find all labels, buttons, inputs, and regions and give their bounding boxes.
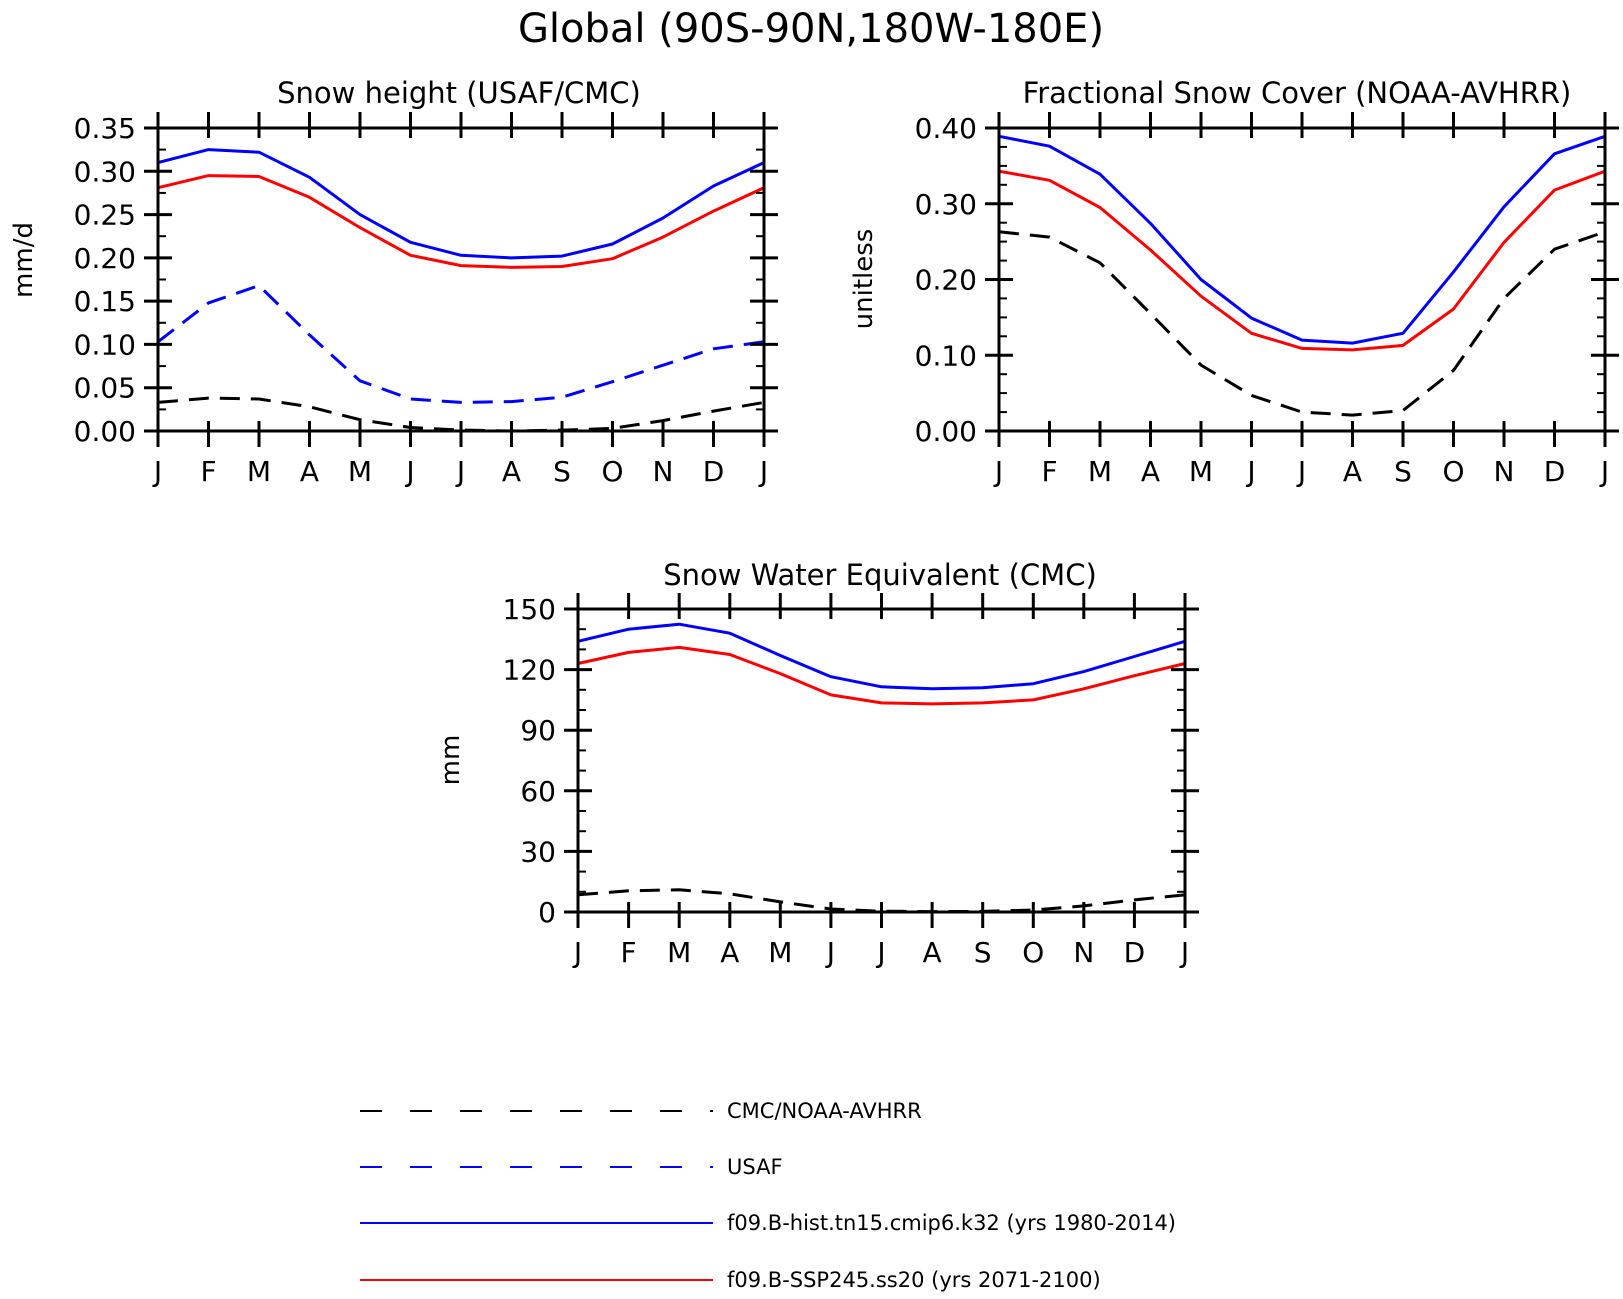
plot-area: 0.000.050.100.150.200.250.300.35J F M A M J J A…	[74, 112, 778, 488]
series-line-obs	[998, 230, 1606, 417]
x-tick-label: O	[1022, 936, 1044, 969]
panel-snow-water-equivalent: Snow Water Equivalent (CMC) mm 0 30 60 90 12…	[436, 558, 1199, 969]
panel-snow-height: Snow height (USAF/CMC) mm/d 0.00 0.05 0.10…	[9, 76, 778, 488]
panel-title: Snow height (USAF/CMC)	[277, 76, 641, 110]
plot-frame	[997, 126, 1607, 433]
x-tick-label: J	[1599, 455, 1609, 488]
x-tick-label: F	[200, 455, 216, 488]
x-tick-label: A	[1343, 455, 1362, 488]
panel-fractional-snow-cover: Fractional Snow Cover (NOAA-AVHRR) unitl…	[849, 76, 1619, 488]
x-tick-label: D	[703, 455, 725, 488]
plot-area: 0.000.100.200.300.40J F M A M J J A S O N D J	[915, 112, 1619, 488]
legend: CMC/NOAA-AVHRR USAF f09.B-hist.tn15.cmip…	[360, 1099, 1176, 1292]
x-tick-label: O	[1442, 455, 1464, 488]
y-tick-label: 0.30	[74, 155, 136, 188]
x-tick-label: J	[1245, 455, 1255, 488]
y-tick-label: 0.35	[74, 112, 136, 145]
legend-item-usaf: USAF	[360, 1155, 783, 1179]
y-tick-label: 0.10	[915, 339, 977, 372]
x-tick-label: N	[1073, 936, 1094, 969]
y-tick-label: 0.05	[74, 372, 136, 405]
legend-item-ssp: f09.B-SSP245.ss20 (yrs 2071-2100)	[360, 1268, 1101, 1292]
y-tick-label: 0.25	[74, 199, 136, 232]
x-tick-label: A	[300, 455, 319, 488]
x-tick-label: J	[993, 455, 1003, 488]
x-tick-label: J	[572, 936, 582, 969]
y-tick-label: 0.00	[74, 415, 136, 448]
legend-label-obs: CMC/NOAA-AVHRR	[727, 1099, 922, 1123]
series-line-ssp	[157, 174, 765, 269]
x-tick-label: D	[1544, 455, 1566, 488]
x-tick-label: S	[974, 936, 992, 969]
x-tick-label: A	[923, 936, 942, 969]
legend-label-hist: f09.B-hist.tn15.cmip6.k32 (yrs 1980-2014…	[727, 1211, 1176, 1235]
plot-frame	[156, 126, 766, 433]
x-tick-label: D	[1124, 936, 1146, 969]
x-tick-label: M	[667, 936, 691, 969]
x-tick-label: N	[653, 455, 674, 488]
y-tick-label: 0.10	[74, 328, 136, 361]
y-axis-label: mm	[436, 735, 466, 786]
x-tick-label: M	[247, 455, 271, 488]
x-tick-label: F	[621, 936, 637, 969]
y-tick-label: 60	[520, 775, 556, 808]
y-tick-label: 0	[538, 896, 556, 929]
x-tick-label: J	[825, 936, 835, 969]
x-tick-label: J	[1296, 455, 1306, 488]
legend-label-ssp: f09.B-SSP245.ss20 (yrs 2071-2100)	[727, 1268, 1101, 1292]
x-tick-label: J	[1179, 936, 1189, 969]
panel-title: Snow Water Equivalent (CMC)	[663, 558, 1097, 592]
y-tick-label: 0.00	[915, 415, 977, 448]
y-tick-label: 30	[520, 835, 556, 868]
figure-title: Global (90S-90N,180W-180E)	[518, 6, 1104, 52]
series-line-hist	[157, 148, 765, 260]
series-line-hist	[998, 134, 1606, 345]
series-line-usaf	[157, 284, 765, 404]
panel-title: Fractional Snow Cover (NOAA-AVHRR)	[1023, 76, 1572, 110]
x-tick-label: N	[1494, 455, 1515, 488]
y-tick-label: 0.40	[915, 112, 977, 145]
legend-label-usaf: USAF	[727, 1155, 783, 1179]
x-tick-label: S	[553, 455, 571, 488]
y-tick-label: 0.15	[74, 285, 136, 318]
y-tick-label: 0.20	[74, 242, 136, 275]
x-tick-label: A	[502, 455, 521, 488]
series-line-ssp	[998, 169, 1606, 352]
x-tick-label: M	[348, 455, 372, 488]
x-tick-label: J	[404, 455, 414, 488]
y-tick-label: 120	[503, 654, 556, 687]
x-tick-label: J	[152, 455, 162, 488]
y-tick-label: 90	[520, 714, 556, 747]
x-tick-label: J	[758, 455, 768, 488]
series-line-ssp	[577, 645, 1186, 706]
x-tick-label: A	[720, 936, 739, 969]
x-tick-label: J	[455, 455, 465, 488]
y-tick-label: 150	[503, 593, 556, 626]
series-line-obs	[157, 396, 765, 433]
y-axis-label: unitless	[849, 229, 879, 330]
x-tick-label: S	[1394, 455, 1412, 488]
x-tick-label: J	[875, 936, 885, 969]
series-line-hist	[577, 622, 1186, 691]
x-tick-label: M	[768, 936, 792, 969]
y-axis-label: mm/d	[9, 222, 39, 298]
x-tick-label: M	[1189, 455, 1213, 488]
x-tick-label: F	[1041, 455, 1057, 488]
legend-item-hist: f09.B-hist.tn15.cmip6.k32 (yrs 1980-2014…	[360, 1211, 1176, 1235]
plot-frame	[576, 607, 1187, 914]
legend-item-obs: CMC/NOAA-AVHRR	[360, 1099, 922, 1123]
y-tick-label: 0.30	[915, 188, 977, 221]
x-tick-label: O	[601, 455, 623, 488]
y-tick-label: 0.20	[915, 264, 977, 297]
x-tick-label: M	[1088, 455, 1112, 488]
x-tick-label: A	[1141, 455, 1160, 488]
